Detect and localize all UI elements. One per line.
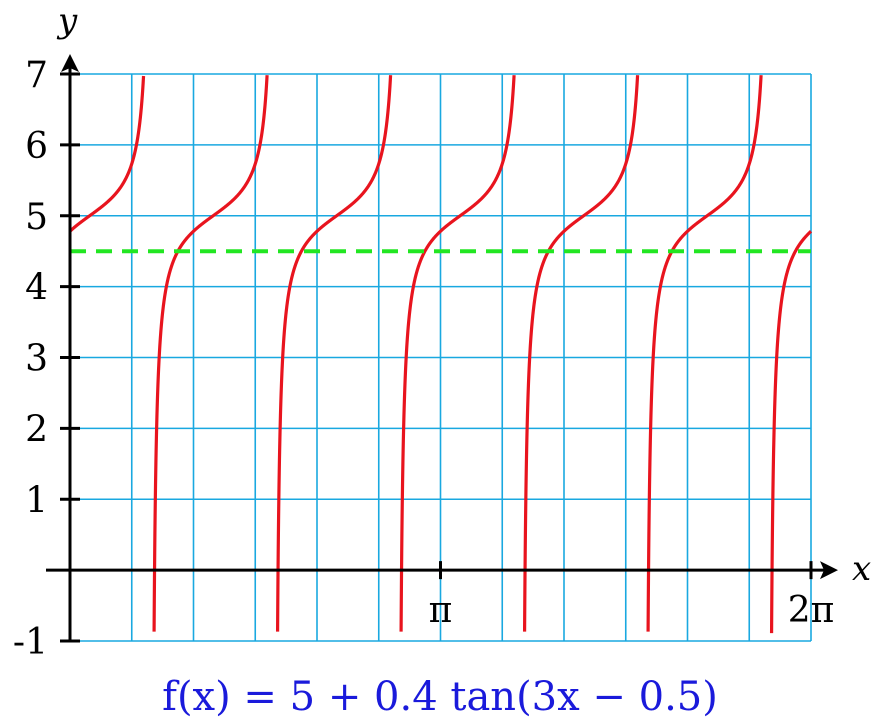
ticks: 7 6 5 4 3 2 1 -1 π 2π — [13, 55, 834, 663]
y-axis-label: y — [56, 1, 78, 41]
curves — [68, 75, 813, 634]
y-tick-label: 6 — [25, 126, 48, 167]
function-branch — [152, 75, 269, 632]
x-tick-label: π — [429, 590, 453, 631]
function-branch — [275, 75, 393, 632]
y-tick-label: 4 — [25, 268, 48, 309]
function-branch — [646, 75, 763, 632]
y-tick-label: 7 — [25, 55, 48, 96]
function-caption: f(x) = 5 + 0.4 tan(3x − 0.5) — [162, 674, 718, 720]
y-tick-label: 3 — [25, 339, 48, 380]
grid — [69, 73, 812, 642]
y-tick-label: 5 — [25, 197, 48, 238]
function-branch — [769, 229, 813, 634]
x-tick-label: 2π — [788, 590, 835, 631]
x-axis-label: x — [852, 549, 871, 589]
y-tick-label: -1 — [13, 622, 48, 663]
function-branch — [522, 75, 640, 632]
y-tick-label: 2 — [25, 409, 48, 450]
axes — [46, 54, 838, 641]
function-branch — [68, 75, 146, 233]
y-axis-arrow — [61, 54, 79, 72]
y-tick-label: 1 — [25, 480, 48, 521]
function-branch — [399, 75, 516, 632]
x-axis-arrow — [820, 561, 838, 580]
